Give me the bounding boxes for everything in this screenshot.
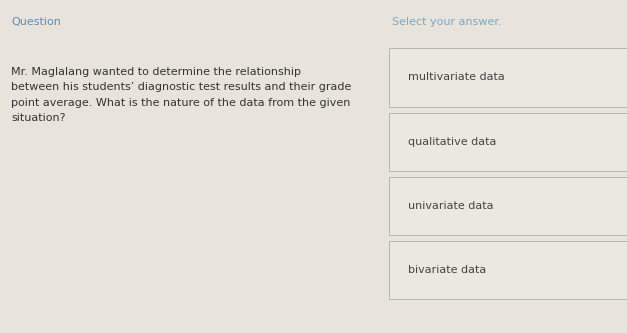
FancyBboxPatch shape bbox=[389, 48, 627, 107]
Text: multivariate data: multivariate data bbox=[408, 72, 504, 83]
Text: Mr. Maglalang wanted to determine the relationship
between his students’ diagnos: Mr. Maglalang wanted to determine the re… bbox=[11, 67, 352, 124]
Text: univariate data: univariate data bbox=[408, 201, 493, 211]
FancyBboxPatch shape bbox=[389, 177, 627, 235]
Text: Select your answer.: Select your answer. bbox=[392, 17, 502, 27]
FancyBboxPatch shape bbox=[389, 241, 627, 299]
FancyBboxPatch shape bbox=[389, 113, 627, 171]
Text: Question: Question bbox=[11, 17, 61, 27]
Text: qualitative data: qualitative data bbox=[408, 137, 496, 147]
Text: bivariate data: bivariate data bbox=[408, 265, 486, 275]
